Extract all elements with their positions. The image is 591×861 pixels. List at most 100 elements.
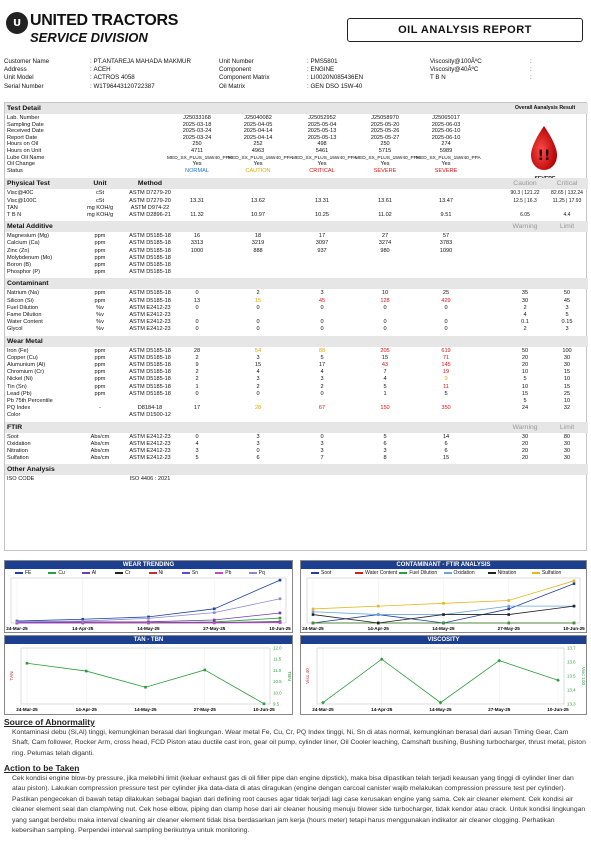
warning-value: 2 [523,304,527,311]
info-colon: : [90,74,94,82]
cell-value: 3 [256,376,260,383]
cell-value: 2025-05-13 [307,128,337,135]
chart-legend: Soot Water Content Fuel Dilution Oxidation N… [301,570,586,577]
section-header: Metal Additive Warning Limit [5,221,588,233]
row-unit: ppm [94,347,106,354]
cell-value: 0 [256,304,260,311]
data-row: Phosphor (P) ppm ASTM D5185-18 [5,269,588,276]
cell-value: SEVERE [373,167,397,174]
legend-swatch [15,571,23,574]
cell-value: 205 [380,347,390,354]
data-point [442,613,445,616]
limit-value: 3 [565,304,569,311]
cell-value: 3783 [439,240,453,247]
limit-value: 0.15 [561,319,573,326]
x-tick-label: 14-Apr-25 [76,707,98,712]
cell-value: 18 [254,233,262,240]
warning-value: 15 [521,390,529,397]
limit-value: 80 [563,433,571,440]
cell-value: 27 [381,233,389,240]
x-tick-label: 27-May-25 [488,707,511,712]
legend-label: Sn [191,570,198,576]
row-unit: Abs/cm [90,455,110,462]
row-unit: ppm [94,233,106,240]
legend-item: FE [15,570,31,577]
info-colon: : [90,66,94,74]
x-tick-label: 14-Apr-25 [371,707,393,712]
cell-value: 6 [444,440,448,447]
cell-value: 28 [193,347,201,354]
cell-value: J25052952 [308,115,336,121]
critical-value: 82.65 | 132.24 [551,190,583,197]
y-tick-label: 10.5 [273,679,282,684]
info-colon: : [307,66,311,74]
viscosity-chart: VISCOSITY 24-Mar-25 14-Apr-25 14-May-25 27-… [300,635,587,715]
cell-value: 145 [441,362,451,368]
data-row: Alumunium (Al) ppm ASTM D5185-18 9 15 17 43 145… [5,362,588,369]
row-label: Calcium (Ca) [7,240,40,247]
data-point [212,611,216,614]
legend-label: Fuel Dilution [409,570,438,576]
data-point [81,617,85,621]
row-method: ASTM D5185-18 [129,254,171,261]
cell-value: 9 [195,362,199,368]
limit-value: 30 [563,448,571,454]
data-point [212,621,216,625]
legend-item: Ni [148,570,163,577]
section-header: FTIR Warning Limit [5,421,588,433]
cell-value: 5989 [439,148,453,154]
cell-value: 2 [195,369,199,376]
cell-value: Yes [192,161,202,168]
cell-value: 5461 [315,148,329,154]
data-point [507,621,511,625]
cell-value: 0 [383,326,387,333]
cell-value: 13.61 [378,197,392,204]
y-tick-label: 11.0 [273,668,282,673]
cell-value: 4711 [190,148,204,154]
row-label: Fame Dilution [7,312,42,318]
data-point [278,621,282,624]
cell-value: 13.31 [315,197,329,204]
section-col-header: Warning [512,223,538,231]
analysis-table: Test Detail Overall Aanalysis Result Lab. … [4,102,588,551]
cell-value: 88 [318,347,326,354]
cell-value: 1000 [190,247,204,254]
cell-value: 13 [193,297,201,304]
data-row: Nitration Abs/cm ASTM E2412-23 3 0 3 3 6 20 30 [5,448,588,455]
row-method: ASTM D5185-18 [129,376,171,383]
cell-value: 1 [195,383,199,390]
cell-value: 3274 [378,240,392,247]
cell-value: MED_SX_PLUS_15W40_PPA [355,155,420,161]
data-point [321,700,325,705]
abnormality-title: Source of Abnormality [4,717,95,727]
legend-label: Water Content [365,570,398,576]
x-tick-label: 14-May-25 [429,707,452,712]
row-label: Nickel (Ni) [7,376,33,383]
limit-value: 15 [563,369,571,376]
cell-value: 2025-04-05 [243,121,273,128]
cell-value: 3219 [251,240,265,247]
legend-label: Sulfation [541,570,562,576]
data-row: Magnesium (Mg) ppm ASTM D5185-18 16 18 17 27 57 [5,233,588,240]
limit-value: 30 [563,455,571,462]
cell-value: 2025-03-24 [182,134,212,141]
cell-value: 2 [195,376,199,383]
svg-text:!!: !! [538,148,551,164]
section-title: Physical Test [7,180,50,188]
cell-value: 4 [256,369,260,376]
x-tick-label: 24-Mar-25 [16,707,38,712]
row-unit: ppm [94,269,106,276]
limit-value: 10 [563,376,571,383]
info-value: W1T96443120722387 [93,82,155,90]
cell-value: 13.31 [190,197,204,204]
chart-plot: 24-Mar-25 14-Apr-25 14-May-25 27-May-25 10-J… [6,577,291,631]
section-header: Wear Metal [5,335,588,347]
data-point [147,615,150,619]
row-method: D8184-18 [137,405,163,412]
x-tick-label: 24-Mar-25 [6,626,28,631]
legend-label: Soot [321,570,332,576]
cell-value: 28 [254,405,262,412]
cell-value: 980 [380,247,390,254]
legend-label: Al [91,570,97,576]
test-detail-row: Lube Oil Name MED_SX_PLUS_15W40_PPA MED_SX… [5,155,588,162]
